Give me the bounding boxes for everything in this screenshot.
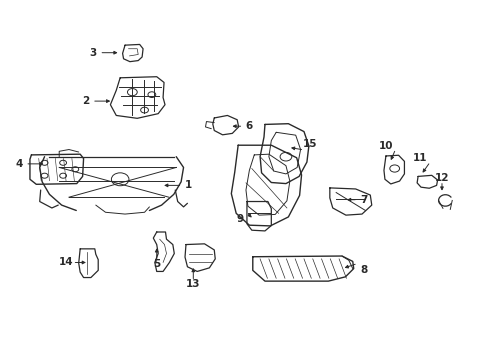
Text: 8: 8 <box>360 265 367 275</box>
Text: 7: 7 <box>360 195 367 205</box>
Text: 9: 9 <box>236 215 243 224</box>
Text: 14: 14 <box>59 257 74 267</box>
Text: 12: 12 <box>434 173 448 183</box>
Text: 1: 1 <box>184 180 192 190</box>
Text: 4: 4 <box>16 159 23 169</box>
Text: 3: 3 <box>89 48 97 58</box>
Text: 2: 2 <box>82 96 89 106</box>
Text: 15: 15 <box>303 139 317 149</box>
Text: 5: 5 <box>153 259 160 269</box>
Text: 10: 10 <box>378 141 392 151</box>
Text: 11: 11 <box>412 153 427 163</box>
Text: 6: 6 <box>245 121 252 131</box>
Text: 13: 13 <box>185 279 200 289</box>
